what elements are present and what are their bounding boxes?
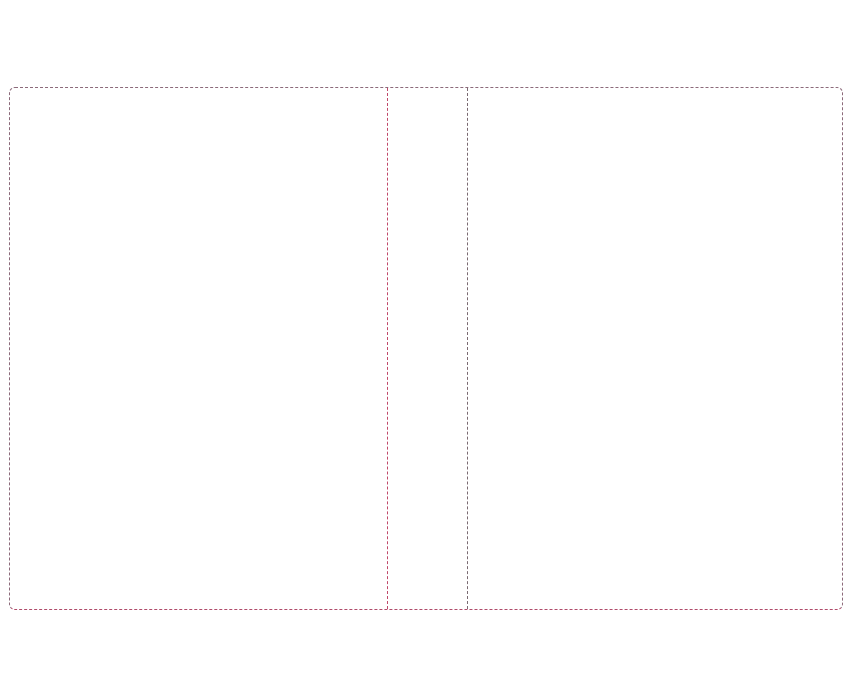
column-divider-left: [387, 88, 388, 609]
column-divider-right: [467, 88, 468, 609]
dashed-layout-frame: [9, 87, 843, 610]
